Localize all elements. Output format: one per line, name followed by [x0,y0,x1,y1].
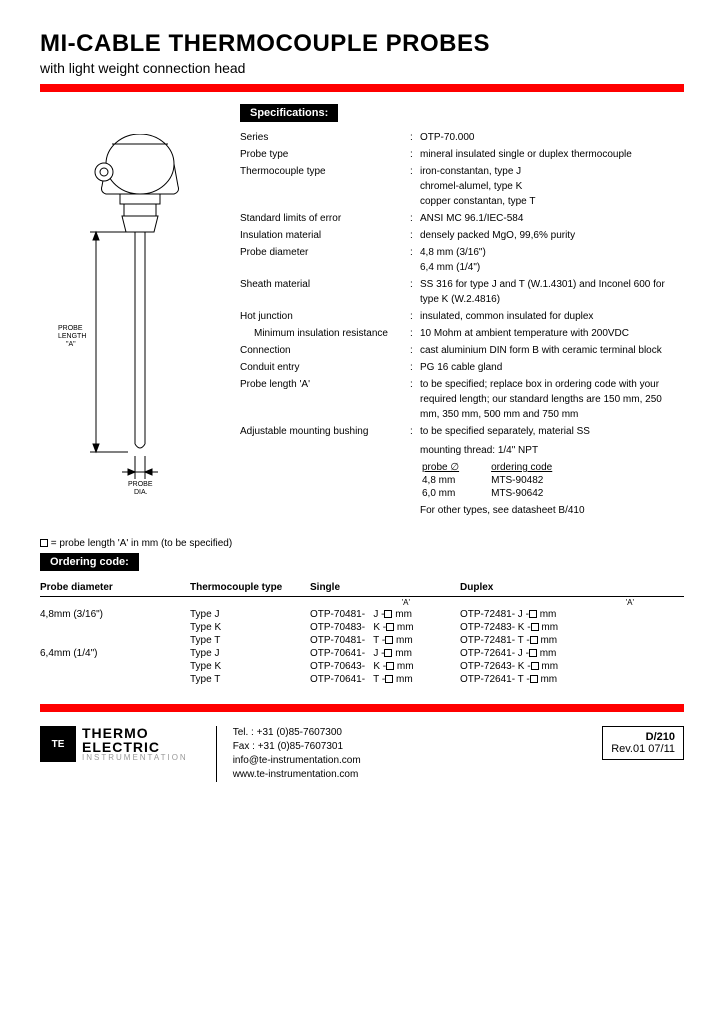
table-row: Type TOTP-70641- T - mmOTP-72641- T - mm [40,673,684,686]
spec-row: Probe type:mineral insulated single or d… [240,147,684,162]
spec-value: to be specified separately, material SS [420,424,684,439]
col-duplex: Duplex [460,579,684,597]
spec-label: Thermocouple type [240,164,410,209]
specifications-panel: Specifications: Series:OTP-70.000 Probe t… [240,104,684,516]
spec-row: Probe diameter:4,8 mm (3/16")6,4 mm (1/4… [240,245,684,275]
specifications-heading: Specifications: [240,104,338,122]
spec-value: SS 316 for type J and T (W.1.4301) and I… [420,277,684,307]
mount-col-code: ordering code [491,462,582,473]
footer: TE THERMO ELECTRIC INSTRUMENTATION Tel. … [40,704,684,782]
spec-label: Connection [240,343,410,358]
spec-row: Adjustable mounting bushing:to be specif… [240,424,684,439]
spec-row: Series:OTP-70.000 [240,130,684,145]
spec-label: Probe diameter [240,245,410,275]
contact-tel: Tel. : +31 (0)85-7607300 [233,726,361,740]
diagram-column: PROBE LENGTH "A" PROBE DIA. [40,104,220,516]
contact-block: Tel. : +31 (0)85-7607300 Fax : +31 (0)85… [216,726,361,782]
table-row: 6,0 mmMTS-90642 [422,488,582,499]
diagram-label-dia: PROBE [128,481,153,488]
doc-number: D/210 [611,731,675,743]
spec-row: Insulation material:densely packed MgO, … [240,228,684,243]
specifications-list: Series:OTP-70.000 Probe type:mineral insu… [240,130,684,439]
divider-red-top [40,84,684,92]
table-row: 4,8 mmMTS-90482 [422,475,582,486]
divider-red-bottom [40,704,684,712]
spec-value: 10 Mohm at ambient temperature with 200V… [420,326,684,341]
spec-value: PG 16 cable gland [420,360,684,375]
contact-web: www.te-instrumentation.com [233,768,361,782]
spec-row: Standard limits of error:ANSI MC 96.1/IE… [240,211,684,226]
main-area: PROBE LENGTH "A" PROBE DIA. Specificatio… [40,104,684,516]
spec-value: cast aluminium DIN form B with ceramic t… [420,343,684,358]
logo-badge-icon: TE [40,726,76,762]
spec-label: Insulation material [240,228,410,243]
page-title: MI-CABLE THERMOCOUPLE PROBES [40,30,684,58]
mounting-thread: mounting thread: 1/4" NPT [420,445,684,456]
table-row: Type KOTP-70483- K - mmOTP-72483- K - mm [40,621,684,634]
spec-value: to be specified; replace box in ordering… [420,377,684,422]
logo-line2: ELECTRIC [82,740,188,754]
logo-sub: INSTRUMENTATION [82,754,188,762]
svg-text:LENGTH: LENGTH [58,333,86,340]
spec-label: Probe length 'A' [240,377,410,422]
spec-value: densely packed MgO, 99,6% purity [420,228,684,243]
spec-label: Hot junction [240,309,410,324]
spec-row: Conduit entry:PG 16 cable gland [240,360,684,375]
spec-label: Minimum insulation resistance [240,326,410,341]
spec-value: insulated, common insulated for duplex [420,309,684,324]
table-row: Type KOTP-70643- K - mmOTP-72643- K - mm [40,660,684,673]
diagram-label-length: PROBE [58,325,83,332]
svg-text:"A": "A" [66,341,76,348]
probe-diagram-icon: PROBE LENGTH "A" PROBE DIA. [40,134,220,494]
spec-label: Series [240,130,410,145]
doc-rev: Rev.01 07/11 [611,743,675,755]
spec-row: Hot junction:insulated, common insulated… [240,309,684,324]
logo-line1: THERMO [82,726,188,740]
spec-value: 4,8 mm (3/16")6,4 mm (1/4") [420,245,684,275]
col-diameter: Probe diameter [40,579,190,597]
doc-reference: D/210 Rev.01 07/11 [602,726,684,760]
spec-row: Minimum insulation resistance:10 Mohm at… [240,326,684,341]
spec-value: ANSI MC 96.1/IEC-584 [420,211,684,226]
table-row: 4,8mm (3/16")Type JOTP-70481- J - mmOTP-… [40,608,684,621]
contact-email: info@te-instrumentation.com [233,754,361,768]
col-single: Single [310,579,460,597]
spec-label: Standard limits of error [240,211,410,226]
mount-col-probe: probe ∅ [422,462,489,473]
spec-row: Sheath material:SS 316 for type J and T … [240,277,684,307]
svg-text:DIA.: DIA. [134,489,148,494]
contact-fax: Fax : +31 (0)85-7607301 [233,740,361,754]
spec-row: Thermocouple type:iron-constantan, type … [240,164,684,209]
page-subtitle: with light weight connection head [40,60,684,76]
table-row: Type TOTP-70481- T - mmOTP-72481- T - mm [40,634,684,647]
mounting-note: For other types, see datasheet B/410 [420,505,684,516]
spec-value: mineral insulated single or duplex therm… [420,147,684,162]
spec-label: Sheath material [240,277,410,307]
spec-label: Adjustable mounting bushing [240,424,410,439]
col-tc-type: Thermocouple type [190,579,310,597]
mounting-block: mounting thread: 1/4" NPT probe ∅ orderi… [420,445,684,516]
ordering-note: = probe length 'A' in mm (to be specifie… [40,538,684,549]
page-title-block: MI-CABLE THERMOCOUPLE PROBES with light … [40,30,684,76]
ordering-table: Probe diameter Thermocouple type Single … [40,579,684,686]
mounting-table: probe ∅ ordering code 4,8 mmMTS-90482 6,0… [420,460,584,501]
spec-label: Probe type [240,147,410,162]
logo: TE THERMO ELECTRIC INSTRUMENTATION [40,726,188,762]
ordering-block: Ordering code: Probe diameter Thermocoup… [40,553,684,686]
spec-value: OTP-70.000 [420,130,684,145]
ordering-heading: Ordering code: [40,553,139,571]
table-row: 6,4mm (1/4")Type JOTP-70641- J - mmOTP-7… [40,647,684,660]
spec-row: Probe length 'A':to be specified; replac… [240,377,684,422]
spec-row: Connection:cast aluminium DIN form B wit… [240,343,684,358]
box-symbol-icon [40,539,48,547]
spec-label: Conduit entry [240,360,410,375]
spec-value: iron-constantan, type Jchromel-alumel, t… [420,164,684,209]
